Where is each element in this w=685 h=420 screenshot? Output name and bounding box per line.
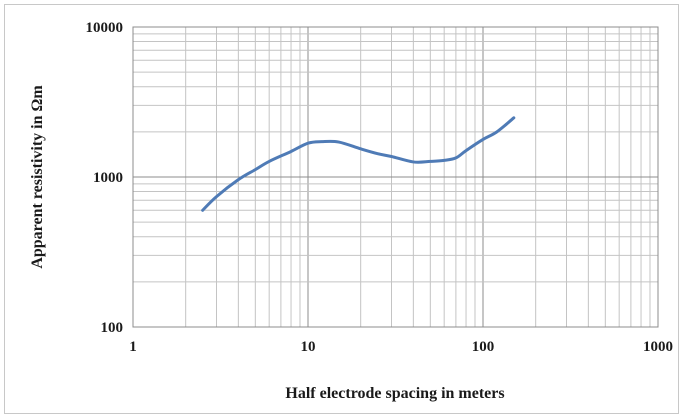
series-layer [201,116,516,212]
tick-layer: 1 10 100 1000 100 1000 10000 [86,20,674,355]
x-tick-label: 100 [472,339,495,355]
series-line [201,116,516,212]
y-tick-label: 10000 [86,20,124,36]
x-axis-label: Half electrode spacing in meters [285,385,504,402]
x-tick-label: 1000 [643,339,673,355]
x-tick-label: 1 [129,339,137,355]
plot-area [132,26,659,328]
grid-layer [133,27,658,327]
x-tick-label: 10 [301,339,316,355]
y-tick-label: 1000 [93,170,123,186]
y-axis-label: Apparent resistivity in Ωm [29,85,46,269]
y-tick-label: 100 [101,320,124,336]
